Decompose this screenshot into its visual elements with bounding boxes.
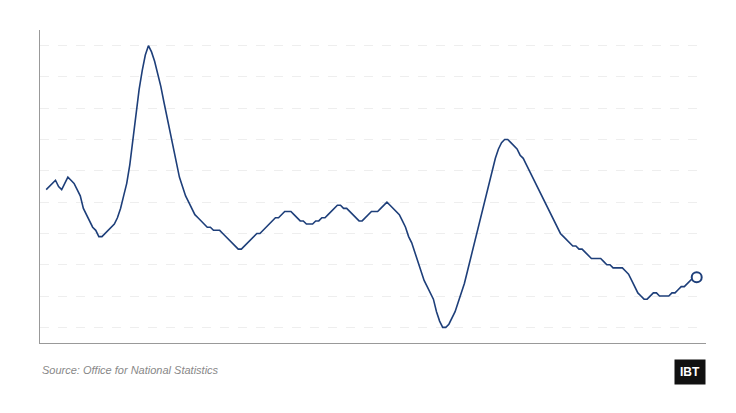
svg-text:IBT: IBT [680, 365, 700, 379]
svg-text:Source: Office for National St: Source: Office for National Statistics [42, 364, 219, 376]
